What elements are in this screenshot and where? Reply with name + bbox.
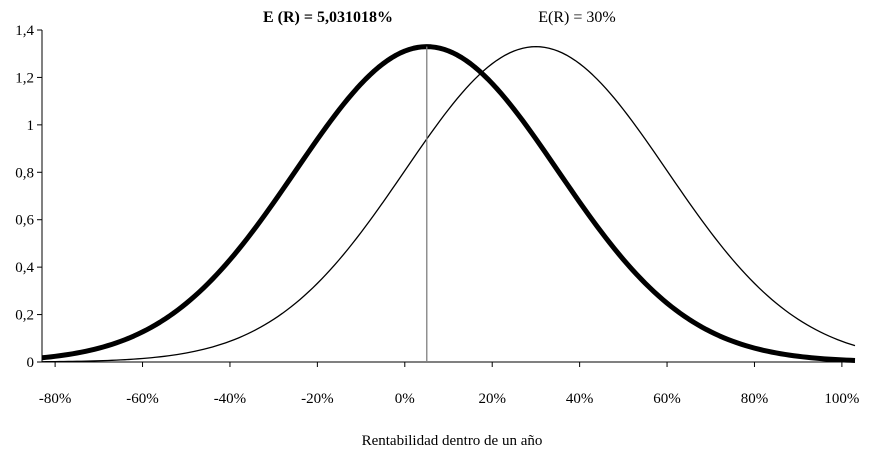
y-tick-label: 0 <box>27 355 35 371</box>
x-tick-label: -20% <box>301 391 334 407</box>
x-ticks: -80% -60% -40% -20% 0% 20% 40% 60% 80% 100% <box>39 362 859 407</box>
x-axis-label: Rentabilidad dentro de un año <box>362 433 543 449</box>
series-line-mean-30 <box>41 46 856 363</box>
x-tick-label: 40% <box>566 391 594 407</box>
y-tick-label: 0,8 <box>15 165 34 181</box>
y-tick-label: 0,6 <box>15 213 34 229</box>
chart-axes <box>41 30 855 363</box>
x-tick-label: 20% <box>478 391 506 407</box>
y-ticks: 0 0,2 0,4 0,6 0,8 1 1,2 1,4 <box>15 23 42 371</box>
y-tick-label: 0,2 <box>15 308 34 324</box>
x-tick-label: -80% <box>39 391 72 407</box>
y-tick-label: 1,2 <box>15 70 34 86</box>
x-tick-label: -60% <box>126 391 159 407</box>
y-tick-label: 1 <box>27 118 35 134</box>
series-layer <box>41 44 856 363</box>
y-tick-label: 0,4 <box>15 260 34 276</box>
annotation-mean-thick: E (R) = 5,031018% <box>263 9 393 26</box>
x-tick-label: -40% <box>214 391 247 407</box>
x-tick-label: 100% <box>824 391 859 407</box>
annotation-mean-thin: E(R) = 30% <box>538 9 615 26</box>
x-tick-label: 0% <box>395 391 415 407</box>
x-tick-label: 60% <box>653 391 681 407</box>
series-line-mean-5 <box>41 44 856 363</box>
y-tick-label: 1,4 <box>15 23 34 39</box>
x-tick-label: 80% <box>741 391 769 407</box>
